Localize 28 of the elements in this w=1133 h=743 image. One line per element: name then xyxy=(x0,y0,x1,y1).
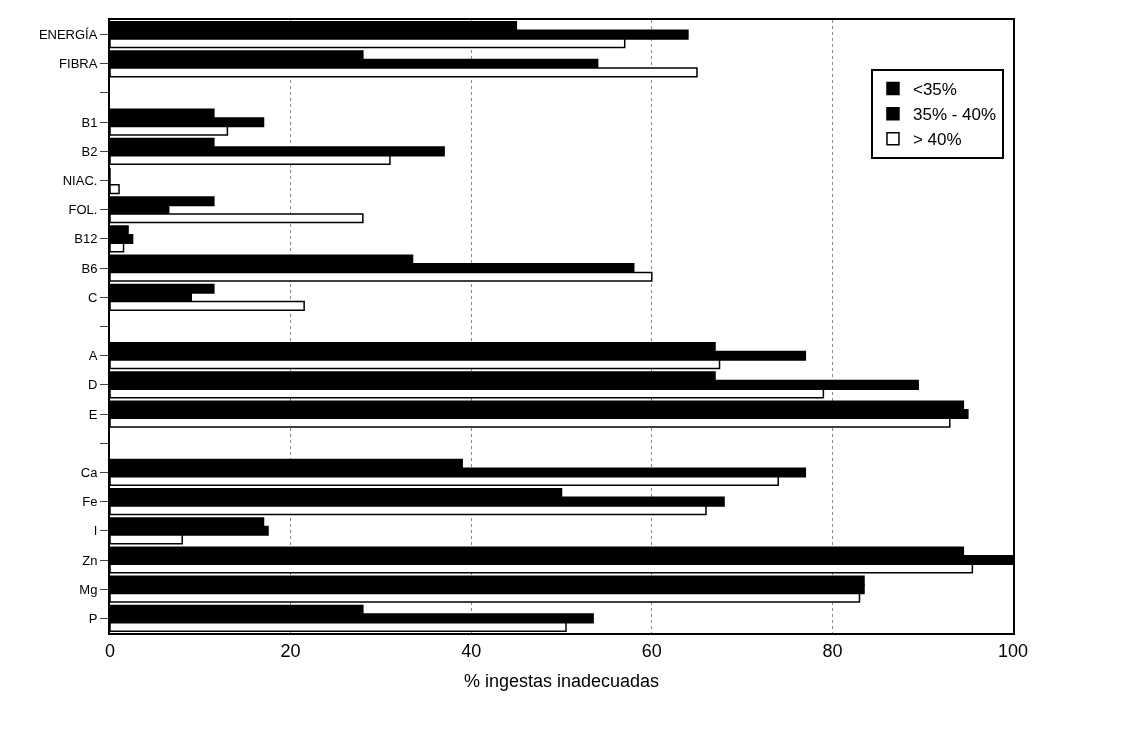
y-tick-label: C xyxy=(88,289,98,305)
y-tick-label: B6 xyxy=(81,260,98,276)
legend-label: 35% - 40% xyxy=(912,105,997,125)
y-tick-label: Fe xyxy=(82,494,98,510)
y-tick-label: B2 xyxy=(81,143,98,159)
legend-label: > 40% xyxy=(912,130,962,150)
x-tick-label: 40 xyxy=(461,640,482,661)
x-tick-label: 60 xyxy=(641,640,662,661)
legend-label: <35% xyxy=(912,80,957,100)
y-tick-label: FOL. xyxy=(68,202,98,218)
y-tick-label: ENERGÍA xyxy=(38,27,98,43)
y-tick-label: Zn xyxy=(82,552,98,568)
y-tick-label: B1 xyxy=(81,114,98,130)
y-tick-label: E xyxy=(88,406,98,422)
y-tick-label: NIAC. xyxy=(62,173,98,189)
x-axis-title: % ingestas inadecuadas xyxy=(463,671,660,692)
y-tick-label: FIBRA xyxy=(59,56,98,72)
x-tick-label: 100 xyxy=(997,640,1029,661)
y-tick-label: D xyxy=(88,377,98,393)
x-tick-label: 20 xyxy=(280,640,301,661)
y-tick-label: Ca xyxy=(80,465,99,480)
y-tick-label: A xyxy=(88,348,98,364)
x-tick-label: 80 xyxy=(822,640,843,661)
y-tick-label: B12 xyxy=(74,231,98,247)
y-tick-label: Mg xyxy=(79,581,98,597)
y-tick-label: P xyxy=(88,610,98,626)
x-tick-label: 0 xyxy=(104,640,116,661)
y-tick-label: I xyxy=(93,523,98,539)
